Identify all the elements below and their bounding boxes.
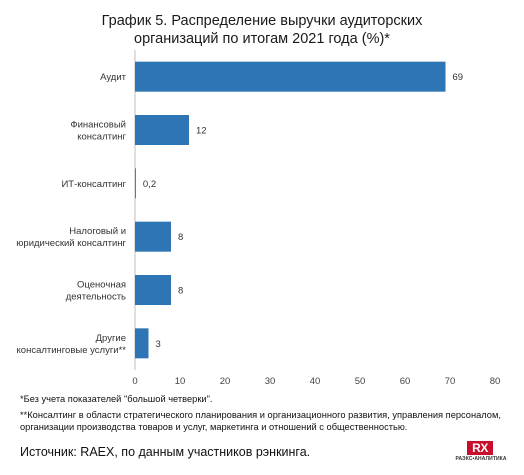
chart-title-line-2: организаций по итогам 2021 года (%)*: [134, 31, 390, 47]
axis-layer: 0 10 20 30 40 50 60 70 80: [132, 50, 500, 387]
chart-title-line-1: График 5. Распределение выручки аудиторс…: [101, 13, 423, 29]
category-label-line: юридический консалтинг: [16, 238, 126, 249]
raex-logo-mark: RX: [467, 441, 493, 455]
footnote-1: *Без учета показателей "большой четверки…: [20, 394, 213, 404]
category-label-line: Налоговый и: [69, 226, 126, 237]
x-tick-label: 60: [400, 376, 411, 387]
x-tick-label: 0: [132, 376, 137, 387]
category-label-line: Аудит: [100, 72, 127, 83]
bars-layer: [135, 61, 446, 359]
data-label: 0,2: [143, 179, 156, 190]
category-label: Оценочная деятельность: [66, 280, 126, 303]
category-label: Финансовый консалтинг: [70, 120, 126, 143]
data-label: 3: [156, 339, 161, 350]
data-label: 12: [196, 126, 207, 137]
data-label: 8: [178, 286, 183, 297]
bar: [135, 115, 189, 145]
x-tick-label: 40: [310, 376, 321, 387]
bar: [135, 168, 136, 199]
source-note: Источник: RAEX, по данным участников рэн…: [20, 445, 311, 459]
category-label-line: деятельность: [66, 292, 126, 303]
data-label: 69: [453, 72, 464, 83]
category-label: Аудит: [100, 72, 127, 83]
category-label: Налоговый и юридический консалтинг: [16, 226, 126, 249]
category-label-line: Финансовый: [70, 120, 126, 131]
data-label: 8: [178, 232, 183, 243]
x-tick-label: 30: [265, 376, 276, 387]
raex-logo-brand: РАЭКС•АНАЛИТИКА: [455, 456, 507, 462]
bar: [135, 328, 149, 359]
category-label-line: консалтинговые услуги**: [17, 345, 127, 356]
labels-layer: 69 Аудит 12 Финансовый консалтинг 0,2 ИТ-конса…: [16, 72, 463, 356]
footnote-2: **Консалтинг в области стратегического п…: [20, 410, 501, 432]
x-tick-label: 80: [490, 376, 501, 387]
category-label: Другие консалтинговые услуги**: [17, 333, 127, 356]
category-label-line: ИТ-консалтинг: [61, 179, 126, 190]
x-tick-label: 70: [445, 376, 456, 387]
bar: [135, 61, 446, 92]
x-tick-label: 10: [175, 376, 186, 387]
category-label-line: консалтинг: [77, 132, 126, 143]
bar: [135, 275, 171, 305]
x-tick-label: 50: [355, 376, 366, 387]
footnotes: *Без учета показателей "большой четверки…: [20, 393, 515, 437]
chart-title: График 5. Распределение выручки аудиторс…: [0, 12, 524, 48]
bar: [135, 221, 171, 252]
raex-logo: RX РАЭКС•АНАЛИТИКА: [455, 441, 507, 465]
x-tick-label: 20: [220, 376, 231, 387]
category-label-line: Другие: [96, 333, 126, 344]
category-label-line: Оценочная: [77, 280, 126, 291]
category-label: ИТ-консалтинг: [61, 179, 126, 190]
